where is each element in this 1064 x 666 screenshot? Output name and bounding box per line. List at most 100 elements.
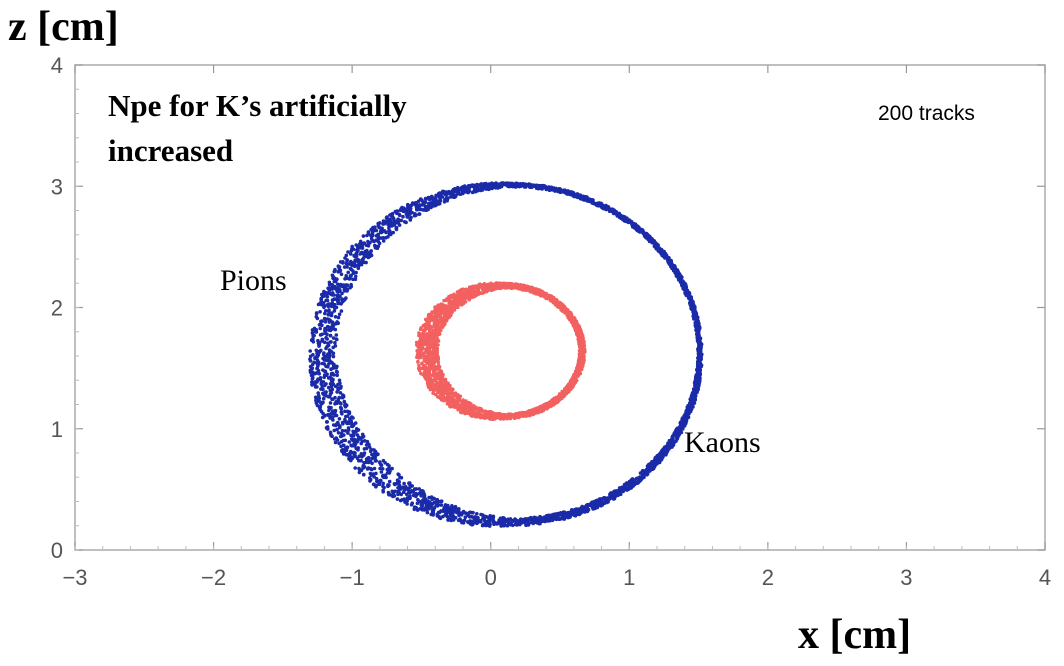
scatter-point [406, 213, 410, 218]
scatter-point [695, 325, 700, 330]
scatter-point [416, 199, 421, 203]
scatter-point [342, 451, 347, 456]
scatter-point [337, 266, 342, 271]
scatter-point [366, 455, 371, 460]
scatter-point [542, 184, 546, 188]
scatter-point [412, 487, 417, 492]
scatter-point [371, 472, 375, 476]
scatter-point [379, 230, 384, 235]
scatter-point [553, 189, 557, 193]
scatter-point [323, 391, 328, 396]
scatter-point [339, 272, 344, 277]
scatter-point [608, 492, 612, 497]
scatter-point [353, 421, 358, 425]
scatter-point [404, 207, 408, 212]
scatter-point [349, 451, 354, 455]
scatter-point [504, 181, 509, 185]
scatter-point [545, 513, 550, 518]
scatter-point [659, 251, 663, 255]
scatter-point [438, 516, 443, 521]
scatter-point [331, 364, 336, 368]
scatter-point [378, 466, 382, 471]
scatter-point [484, 187, 488, 191]
scatter-point [315, 366, 319, 371]
scatter-point [423, 200, 428, 205]
scatter-point [394, 227, 399, 232]
scatter-point [434, 195, 438, 200]
scatter-point [429, 495, 434, 499]
scatter-point [448, 512, 453, 516]
scatter-point [648, 466, 652, 470]
scatter-point [393, 482, 397, 487]
scatter-point [362, 241, 367, 245]
scatter-point [654, 242, 659, 246]
scatter-point [346, 250, 350, 254]
scatter-point [436, 191, 441, 196]
scatter-point [336, 301, 341, 306]
scatter-point [354, 243, 359, 247]
scatter-point [342, 287, 347, 292]
scatter-point [339, 384, 343, 389]
scatter-point [308, 357, 312, 362]
scatter-point [333, 440, 338, 445]
scatter-point [442, 189, 446, 194]
x-tick-label: −1 [340, 565, 365, 590]
scatter-point [329, 360, 334, 365]
scatter-point [529, 185, 533, 190]
scatter-point [616, 491, 621, 496]
scatter-point [345, 452, 350, 457]
scatter-point [569, 510, 573, 515]
scatter-point [339, 444, 343, 449]
scatter-point [437, 201, 442, 206]
scatter-point [396, 472, 401, 477]
scatter-point [681, 279, 685, 284]
scatter-point [582, 509, 586, 514]
scatter-point [331, 336, 336, 340]
scatter-point [336, 382, 340, 387]
scatter-point [620, 485, 624, 490]
scatter-point [448, 401, 452, 405]
scatter-point [578, 508, 583, 512]
scatter-point [344, 253, 349, 258]
scatter-point [351, 433, 356, 438]
scatter-point [325, 294, 330, 299]
scatter-point [450, 189, 454, 194]
scatter-point [621, 217, 625, 222]
scatter-point [521, 181, 525, 186]
scatter-point [355, 433, 360, 437]
scatter-point [350, 244, 355, 249]
scatter-point [376, 233, 381, 237]
scatter-point [323, 331, 328, 336]
scatter-point [357, 258, 361, 263]
scatter-point [379, 462, 383, 467]
scatter-point [419, 506, 424, 510]
scatter-point [336, 270, 340, 274]
scatter-point [333, 279, 338, 284]
scatter-point [462, 188, 466, 192]
kaon-ring-points [308, 181, 704, 528]
scatter-point [400, 205, 404, 210]
scatter-point [358, 245, 362, 250]
scatter-point [668, 259, 673, 263]
scatter-point [323, 320, 328, 324]
scatter-point [313, 385, 318, 389]
scatter-point [640, 471, 645, 475]
scatter-point [553, 512, 557, 516]
scatter-point [364, 260, 368, 265]
scatter-point [318, 326, 323, 331]
scatter-point [383, 461, 387, 465]
scatter-point [354, 427, 359, 431]
scatter-point [636, 229, 641, 233]
scatter-point [326, 395, 331, 399]
scatter-point [370, 227, 374, 232]
scatter-point [310, 331, 315, 335]
scatter-point [431, 510, 436, 515]
scatter-point [311, 336, 315, 341]
scatter-point [415, 508, 420, 512]
scatter-point [589, 199, 594, 203]
scatter-point [469, 510, 474, 515]
scatter-point [330, 327, 334, 331]
scatter-point [559, 516, 564, 521]
scatter-point [352, 441, 357, 446]
